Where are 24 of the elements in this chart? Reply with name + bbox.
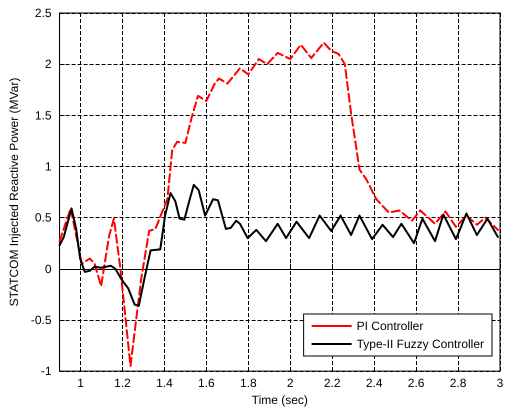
y-tick-label: 1.5 [34, 108, 52, 122]
y-tick-label: 0.5 [34, 210, 52, 225]
y-tick-label: -1 [40, 364, 52, 378]
x-tick-label: 3 [496, 376, 504, 390]
legend-label: PI Controller [356, 319, 424, 333]
x-tick-label: 1.6 [198, 376, 216, 390]
x-tick-label: 1.4 [156, 376, 174, 390]
legend-label: Type-II Fuzzy Controller [356, 337, 484, 351]
x-tick-label: 2.6 [408, 376, 425, 390]
y-tick-label: 0 [44, 262, 52, 276]
y-tick-label: 2 [44, 57, 52, 72]
y-tick-label: 1 [44, 159, 52, 174]
y-axis-title: STATCOM Injected Reactive Power (MVar) [7, 78, 21, 306]
x-tick-label: 2.4 [366, 376, 383, 390]
x-tick-label: 2.8 [450, 376, 467, 390]
x-tick-label: 1.2 [114, 376, 132, 390]
x-tick-label: 1 [77, 376, 84, 390]
x-tick-label: 2 [286, 376, 294, 390]
x-tick-label: 1.8 [240, 376, 257, 390]
line-series [58, 42, 499, 367]
y-tick-label: 2.5 [34, 6, 52, 20]
y-tick-label: -0.5 [30, 312, 52, 327]
x-axis-title: Time (sec) [252, 393, 308, 407]
x-tick-label: 2.2 [324, 376, 341, 390]
